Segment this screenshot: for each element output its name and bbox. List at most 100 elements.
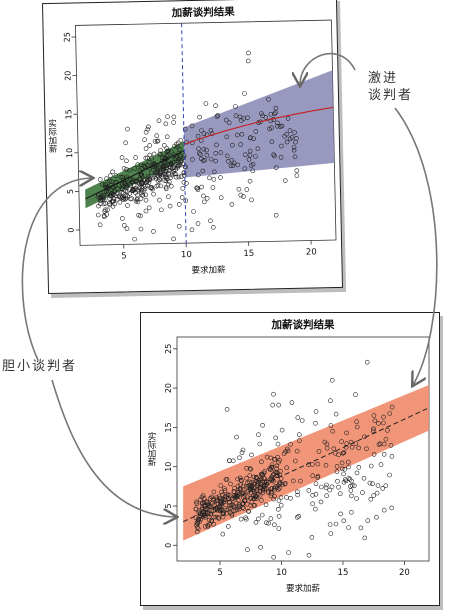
data-point (142, 137, 147, 143)
data-point (348, 488, 354, 493)
y-tick-label: 25 (63, 32, 72, 42)
data-point (101, 193, 106, 199)
data-point (387, 411, 393, 416)
data-point (255, 146, 261, 152)
data-point (296, 514, 301, 519)
data-point (218, 483, 224, 488)
data-point (227, 458, 232, 463)
data-point (150, 186, 155, 192)
data-point (257, 493, 263, 498)
chart-title: 加薪谈判结果 (271, 318, 335, 331)
data-point (367, 480, 373, 486)
y-tick-label: 15 (164, 422, 173, 432)
data-point (254, 476, 260, 481)
data-point (238, 516, 244, 522)
data-point (269, 139, 275, 145)
data-point (240, 501, 245, 507)
data-point (284, 495, 289, 500)
data-point (246, 157, 252, 162)
data-point (344, 430, 349, 436)
data-point (101, 197, 107, 203)
data-point (138, 226, 144, 232)
data-point (284, 131, 289, 137)
data-point (163, 184, 169, 190)
data-point (143, 155, 149, 161)
data-point (275, 120, 280, 126)
data-point (273, 212, 279, 218)
data-point (119, 155, 125, 160)
data-point (272, 457, 277, 462)
data-point (171, 171, 177, 177)
data-point (241, 483, 246, 489)
fit-line-lower (85, 150, 185, 200)
data-point (152, 162, 158, 167)
data-point (275, 441, 281, 447)
data-point (372, 418, 378, 424)
data-point (269, 462, 275, 467)
data-point (189, 123, 195, 129)
y-tick-label: 10 (65, 148, 74, 158)
data-point (206, 517, 212, 523)
data-point (289, 135, 295, 140)
x-tick-label: 20 (306, 247, 317, 257)
data-point (356, 445, 361, 451)
data-point (247, 148, 253, 154)
data-point (313, 481, 319, 486)
data-point (297, 432, 302, 437)
data-point (125, 203, 130, 208)
data-point (229, 202, 235, 207)
data-point (286, 550, 291, 555)
data-point (122, 196, 128, 202)
data-point (293, 458, 298, 464)
data-point (354, 470, 360, 476)
arrow-bold-to-bottom (394, 107, 438, 385)
data-point (278, 124, 283, 129)
data-point (253, 475, 259, 480)
data-point (241, 506, 246, 511)
data-point (203, 513, 208, 518)
data-point (284, 446, 290, 452)
data-point (238, 477, 244, 483)
data-point (294, 168, 300, 174)
data-point (164, 146, 170, 151)
data-point (157, 164, 163, 170)
data-point (204, 196, 210, 201)
data-point (218, 175, 223, 180)
arrow-timid-to-bottom (51, 379, 176, 517)
data-point (205, 524, 211, 529)
data-point (245, 547, 250, 552)
data-point (238, 487, 244, 492)
data-point (256, 432, 261, 437)
data-point (176, 223, 182, 229)
data-point (184, 181, 189, 186)
data-point (226, 524, 231, 529)
data-point (272, 522, 277, 528)
data-point (121, 177, 127, 183)
data-point (163, 171, 169, 177)
data-point (225, 159, 231, 164)
data-point (216, 508, 221, 513)
data-point (277, 480, 282, 485)
y-tick-label: 20 (164, 383, 173, 393)
data-point (238, 142, 243, 147)
data-point (195, 185, 200, 191)
data-point (229, 496, 235, 502)
data-point (115, 186, 121, 191)
data-point (310, 501, 315, 507)
data-point (164, 153, 170, 159)
x-axis-label: 要求加薪 (286, 583, 321, 594)
data-point (163, 186, 169, 192)
data-point (222, 486, 227, 491)
data-point (292, 154, 298, 160)
data-point (178, 160, 183, 165)
data-point (385, 428, 390, 433)
data-point (261, 486, 267, 491)
data-point (272, 111, 277, 117)
data-point (125, 189, 130, 194)
data-point (202, 524, 208, 529)
data-point (374, 514, 379, 520)
data-point (108, 173, 113, 179)
data-point (166, 179, 172, 185)
data-point (250, 168, 256, 174)
data-point (349, 509, 354, 515)
